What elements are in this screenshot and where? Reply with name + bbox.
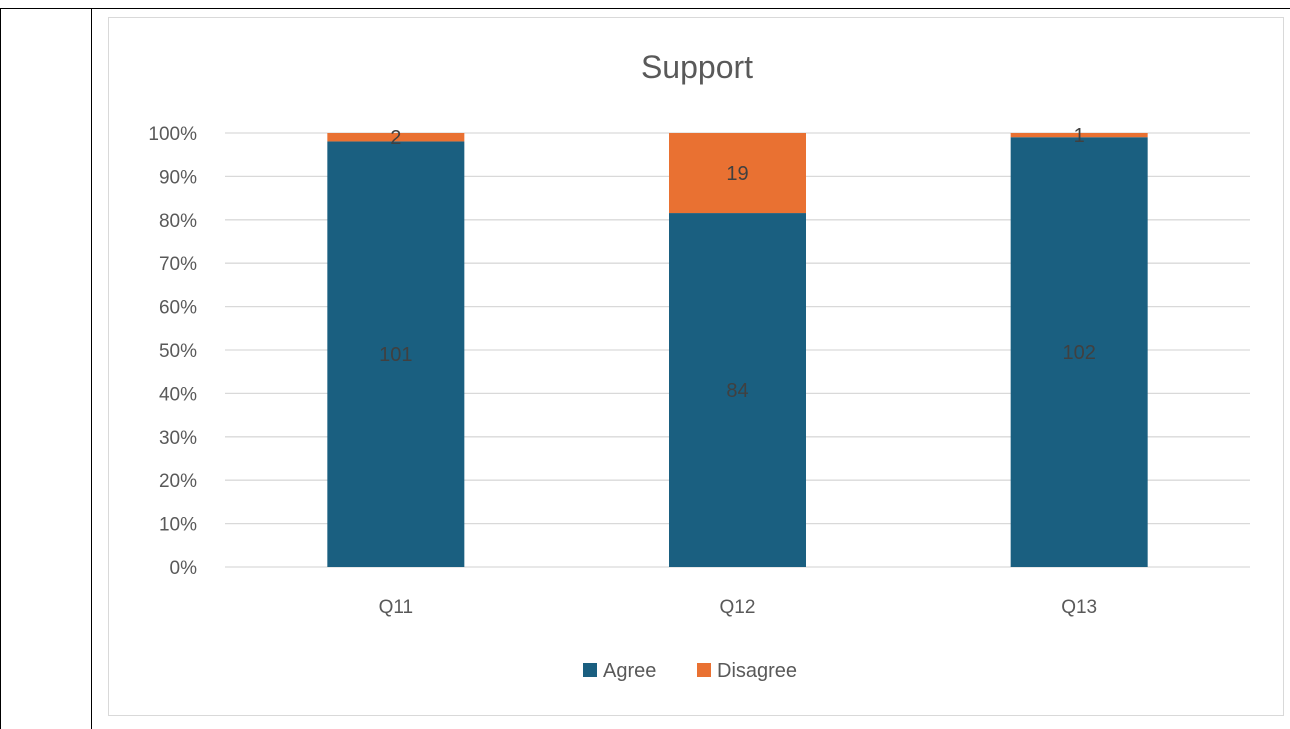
bar-disagree-q12	[669, 133, 806, 214]
y-tick-label: 40%	[159, 384, 197, 405]
bars: 101 2 84 19 102 1	[327, 125, 1148, 567]
data-label: 102	[1062, 342, 1095, 364]
bar-disagree-q11	[327, 133, 465, 142]
data-label: 101	[379, 344, 412, 366]
legend: Agree Disagree	[583, 660, 797, 682]
data-label: 1	[1074, 125, 1085, 147]
y-tick-label: 30%	[159, 428, 197, 449]
table-cell-left	[0, 8, 92, 729]
y-tick-label: 10%	[159, 515, 197, 536]
x-axis-ticks: Q11 Q12 Q13	[379, 597, 1098, 618]
y-tick-label: 20%	[159, 471, 197, 492]
legend-label-agree: Agree	[603, 660, 656, 682]
y-axis-ticks: 0% 10% 20% 30% 40% 50% 60% 70% 80% 90% 100%	[148, 124, 197, 579]
y-tick-label: 100%	[148, 124, 197, 145]
legend-swatch-disagree	[697, 663, 711, 677]
x-tick-label: Q13	[1061, 597, 1097, 618]
x-tick-label: Q12	[720, 597, 756, 618]
chart-title: Support	[641, 49, 753, 85]
bar-agree-q11	[327, 141, 465, 567]
y-tick-label: 90%	[159, 167, 197, 188]
data-label: 84	[726, 380, 748, 402]
y-tick-label: 80%	[159, 211, 197, 232]
bar-disagree-q13	[1010, 133, 1148, 138]
data-label: 2	[390, 127, 401, 149]
legend-label-disagree: Disagree	[717, 660, 797, 682]
table-cell-top-border	[92, 8, 1290, 9]
legend-swatch-agree	[583, 663, 597, 677]
y-tick-label: 60%	[159, 298, 197, 319]
x-tick-label: Q11	[379, 597, 414, 618]
y-tick-label: 0%	[170, 558, 198, 579]
y-tick-label: 50%	[159, 341, 197, 362]
data-label: 19	[726, 163, 748, 185]
bar-agree-q12	[669, 213, 806, 567]
y-tick-label: 70%	[159, 254, 197, 275]
bar-agree-q13	[1010, 137, 1148, 567]
